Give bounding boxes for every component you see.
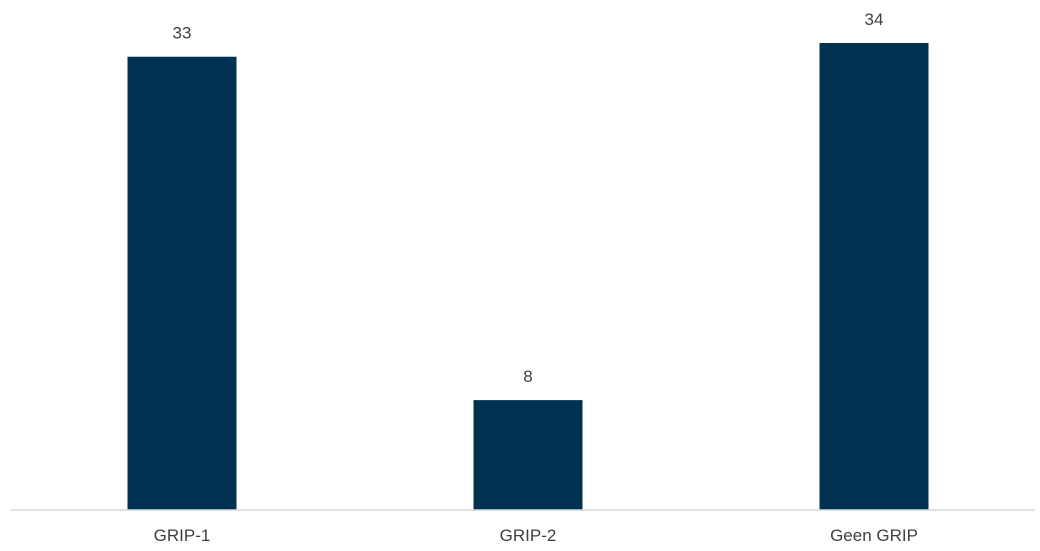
data-label: 33 — [173, 24, 192, 43]
bars-group — [127, 43, 929, 511]
bar-geen-grip — [819, 43, 929, 510]
bar-grip-1 — [127, 56, 237, 511]
x-tick-label: GRIP-2 — [500, 526, 557, 545]
x-tick-label: GRIP-1 — [154, 526, 211, 545]
data-label: 34 — [865, 10, 884, 29]
x-tick-labels-group: GRIP-1 GRIP-2 Geen GRIP — [154, 526, 918, 545]
x-tick-label: Geen GRIP — [830, 526, 918, 545]
data-label: 8 — [523, 367, 532, 386]
bar-grip-2 — [473, 400, 583, 510]
data-labels-group: 33 8 34 — [173, 10, 884, 386]
